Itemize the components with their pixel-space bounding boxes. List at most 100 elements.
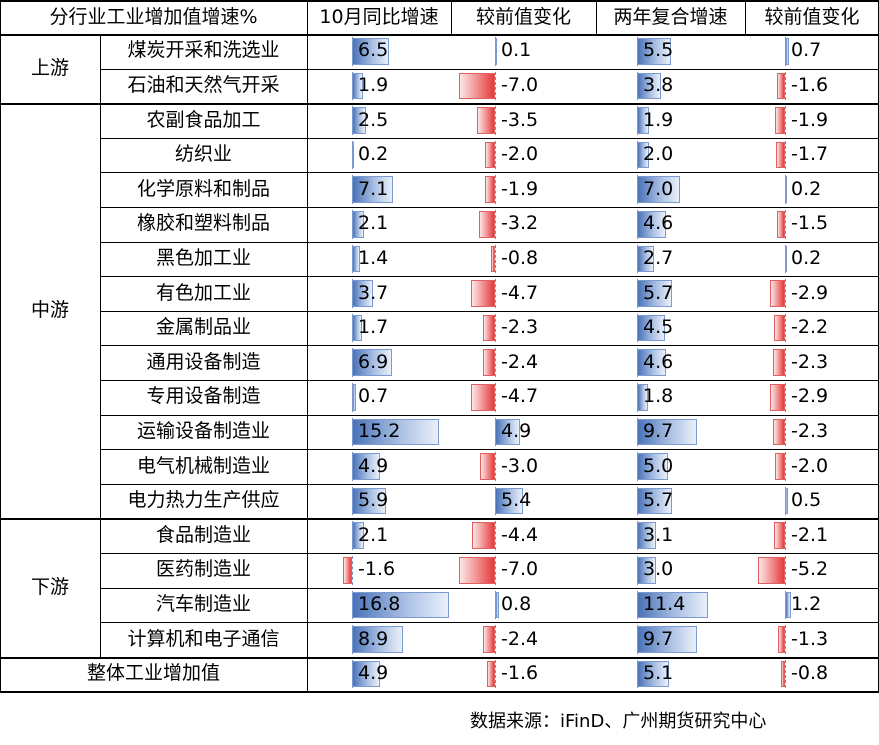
value-label: -2.9 <box>791 385 829 408</box>
value-bar <box>769 384 785 411</box>
value-bar <box>352 453 381 480</box>
value-bar <box>495 591 500 619</box>
value-label: -1.7 <box>791 143 829 166</box>
source-note: 数据来源：iFinD、广州期货研究中心 <box>470 711 767 732</box>
value-label: 8.9 <box>358 627 389 650</box>
row-divider <box>100 622 879 624</box>
value-label: 1.7 <box>358 316 389 339</box>
value-label: 4.6 <box>643 212 674 235</box>
header-industry: 分行业工业增加值增速% <box>49 6 258 28</box>
zero-axis <box>495 348 496 377</box>
value-label: 5.1 <box>643 662 674 685</box>
value-label: -1.6 <box>791 73 829 96</box>
value-label: -4.7 <box>501 281 539 304</box>
zero-axis <box>785 348 786 377</box>
value-bar <box>637 522 657 549</box>
zero-axis <box>495 71 496 101</box>
value-label: 4.9 <box>358 662 389 685</box>
zero-axis <box>495 244 496 274</box>
zero-axis <box>495 140 496 170</box>
value-label: 6.9 <box>358 350 389 373</box>
value-label: -2.1 <box>791 523 829 546</box>
group-label-0: 上游 <box>30 56 69 79</box>
value-bar <box>495 418 521 446</box>
industry-name: 纺织业 <box>174 143 232 166</box>
header-col-divider <box>451 0 452 34</box>
value-label: 15.2 <box>358 419 401 442</box>
value-bar <box>352 107 367 134</box>
industry-name: 运输设备制造业 <box>136 419 270 442</box>
value-label: -1.5 <box>791 212 829 235</box>
value-bar <box>352 522 365 549</box>
value-bar <box>774 522 785 549</box>
row-divider <box>100 68 879 70</box>
value-label: -0.8 <box>791 662 829 685</box>
value-bar <box>352 176 393 203</box>
value-label: -5.2 <box>791 558 829 581</box>
value-label: -7.0 <box>501 73 539 96</box>
value-bar <box>637 38 672 65</box>
value-bar <box>470 384 495 411</box>
zero-axis <box>495 106 496 135</box>
value-label: 5.7 <box>643 489 674 512</box>
value-label: 2.1 <box>358 523 389 546</box>
value-bar <box>637 176 681 203</box>
value-label: 0.2 <box>358 143 389 166</box>
zero-axis <box>495 210 496 239</box>
value-bar <box>352 314 362 342</box>
value-label: -1.3 <box>791 627 829 650</box>
value-bar <box>352 211 365 238</box>
value-label: 9.7 <box>643 419 674 442</box>
value-label: 5.7 <box>643 281 674 304</box>
group-col-divider <box>100 34 101 657</box>
header-divider <box>0 34 879 36</box>
value-bar <box>352 72 363 100</box>
industry-name: 电力热力生产供应 <box>127 489 280 512</box>
value-label: -1.6 <box>501 662 539 685</box>
table-top-border <box>0 0 879 2</box>
value-bar <box>479 453 495 480</box>
value-bar <box>352 349 392 376</box>
row-divider <box>100 380 879 381</box>
value-label: 0.7 <box>358 385 389 408</box>
zero-axis <box>495 175 496 204</box>
value-label: 5.4 <box>501 489 532 512</box>
header-yoy: 10月同比增速 <box>319 6 439 28</box>
value-bar <box>785 245 787 273</box>
value-bar <box>482 349 495 376</box>
value-label: 2.1 <box>358 212 389 235</box>
value-label: 5.9 <box>358 489 389 512</box>
value-bar <box>352 280 374 307</box>
value-label: -4.7 <box>501 385 539 408</box>
value-label: 6.5 <box>358 39 389 62</box>
value-bar <box>774 453 785 480</box>
zero-axis <box>785 383 786 412</box>
zero-axis <box>495 521 496 550</box>
value-label: -0.8 <box>501 246 539 269</box>
value-bar <box>458 557 495 584</box>
value-label: 0.7 <box>791 39 822 62</box>
value-label: 3.7 <box>358 281 389 304</box>
value-bar <box>780 660 785 688</box>
value-bar <box>785 487 788 515</box>
value-bar <box>637 72 661 100</box>
industry-name: 计算机和电子通信 <box>127 627 280 650</box>
value-label: 2.0 <box>643 143 674 166</box>
row-divider <box>100 345 879 347</box>
industry-name: 黑色加工业 <box>155 246 251 269</box>
value-bar <box>769 280 785 307</box>
value-label: 3.8 <box>643 73 674 96</box>
value-label: 1.4 <box>358 246 389 269</box>
value-label: 1.8 <box>643 385 674 408</box>
row-divider <box>100 137 879 139</box>
value-bar <box>637 245 654 273</box>
value-label: -2.4 <box>501 627 539 650</box>
value-label: 16.8 <box>358 592 401 615</box>
value-bar <box>775 107 785 134</box>
value-bar <box>637 557 656 584</box>
value-label: 7.0 <box>643 177 674 200</box>
value-label: 0.1 <box>501 39 532 62</box>
value-bar <box>484 141 495 169</box>
zero-axis <box>495 625 496 654</box>
zero-axis <box>495 659 496 689</box>
